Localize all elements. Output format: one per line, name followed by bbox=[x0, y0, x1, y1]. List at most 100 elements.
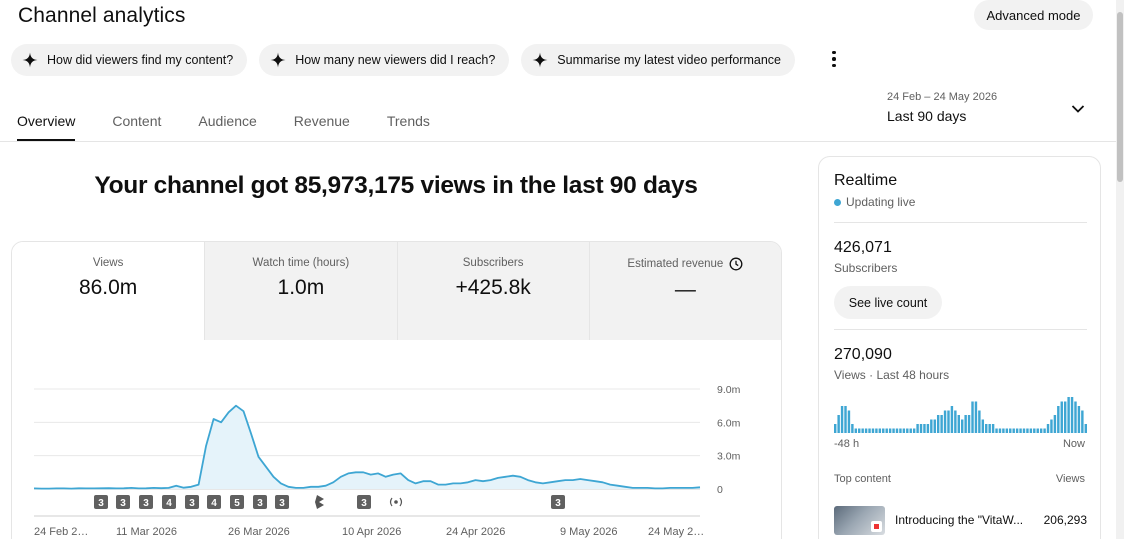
realtime-card: Realtime Updating live 426,071 Subscribe… bbox=[818, 156, 1101, 539]
advanced-mode-button[interactable]: Advanced mode bbox=[974, 0, 1093, 30]
realtime-bar bbox=[1029, 428, 1033, 433]
scrollbar-thumb[interactable] bbox=[1117, 12, 1123, 182]
realtime-bar bbox=[1015, 428, 1019, 433]
top-content-label: Top content bbox=[834, 473, 891, 485]
metric-value: — bbox=[674, 278, 696, 301]
chevron-down-icon[interactable] bbox=[1070, 101, 1086, 122]
tabs-divider bbox=[0, 141, 1116, 142]
chip-summarise-latest[interactable]: Summarise my latest video performance bbox=[521, 44, 795, 76]
date-range-selector[interactable]: 24 Feb – 24 May 2026 Last 90 days bbox=[887, 91, 997, 124]
realtime-bar bbox=[988, 424, 991, 433]
realtime-bar bbox=[1070, 397, 1074, 433]
more-options-icon[interactable] bbox=[825, 48, 843, 70]
realtime-bar bbox=[991, 424, 995, 433]
realtime-bar bbox=[950, 406, 954, 433]
realtime-bar bbox=[858, 428, 861, 433]
realtime-subscribers-value: 426,071 bbox=[834, 239, 892, 256]
realtime-bar bbox=[912, 428, 916, 433]
realtime-bar bbox=[1039, 428, 1043, 433]
date-range-period: Last 90 days bbox=[887, 108, 967, 124]
metric-subscribers[interactable]: Subscribers +425.8k bbox=[396, 242, 589, 340]
realtime-bar bbox=[899, 428, 902, 433]
scrollbar[interactable] bbox=[1116, 0, 1124, 539]
upload-count-label: 3 bbox=[189, 498, 195, 509]
y-tick-label: 6.0m bbox=[717, 417, 741, 429]
tab-overview[interactable]: Overview bbox=[17, 100, 76, 141]
x-tick-label: 24 Feb 2… bbox=[34, 526, 88, 538]
realtime-bar bbox=[1002, 428, 1005, 433]
realtime-bar bbox=[1026, 428, 1029, 433]
realtime-bar bbox=[1074, 401, 1077, 433]
upload-count-label: 3 bbox=[120, 498, 126, 509]
video-title[interactable]: Introducing the "VitaW... bbox=[895, 513, 1024, 527]
upload-count-marker bbox=[162, 495, 176, 509]
realtime-bar bbox=[861, 428, 864, 433]
realtime-bar bbox=[1009, 428, 1012, 433]
upload-count-marker bbox=[185, 495, 199, 509]
realtime-bar bbox=[1060, 401, 1063, 433]
realtime-bar bbox=[875, 428, 878, 433]
upload-count-label: 3 bbox=[257, 498, 263, 509]
x-tick-label: 24 Apr 2026 bbox=[446, 526, 505, 538]
video-views: 206,293 bbox=[1043, 513, 1087, 527]
metric-tabs: Views 86.0m Watch time (hours) 1.0m Subs… bbox=[12, 242, 781, 340]
divider bbox=[834, 329, 1087, 330]
realtime-bar bbox=[895, 428, 899, 433]
tab-audience[interactable]: Audience bbox=[198, 112, 257, 129]
upload-count-label: 3 bbox=[143, 498, 149, 509]
realtime-bar bbox=[940, 415, 943, 433]
realtime-bar bbox=[1005, 428, 1009, 433]
realtime-bar bbox=[947, 410, 950, 433]
upload-count-marker bbox=[207, 495, 221, 509]
realtime-bar bbox=[888, 428, 892, 433]
tab-content[interactable]: Content bbox=[112, 112, 162, 129]
upload-count-marker bbox=[94, 495, 108, 509]
realtime-bar bbox=[1067, 397, 1070, 433]
realtime-bar-chart[interactable] bbox=[834, 397, 1087, 433]
realtime-bar bbox=[933, 419, 936, 433]
realtime-bar bbox=[1036, 428, 1039, 433]
realtime-axis-start: -48 h bbox=[834, 438, 860, 450]
video-thumbnail[interactable] bbox=[834, 505, 885, 535]
realtime-bar bbox=[995, 428, 998, 433]
metric-label: Views bbox=[92, 257, 124, 269]
shorts-icon bbox=[871, 520, 882, 532]
chip-new-viewers[interactable]: How many new viewers did I reach? bbox=[259, 44, 510, 76]
realtime-bar bbox=[1050, 419, 1053, 433]
y-tick-label: 9.0m bbox=[717, 384, 741, 396]
realtime-subscribers-label: Subscribers bbox=[834, 261, 898, 275]
realtime-bar bbox=[834, 424, 837, 433]
upload-count-marker bbox=[139, 495, 153, 509]
y-tick-label: 0 bbox=[717, 484, 723, 496]
metric-watch-time[interactable]: Watch time (hours) 1.0m bbox=[204, 242, 397, 340]
tab-trends[interactable]: Trends bbox=[386, 112, 430, 129]
metric-views[interactable]: Views 86.0m bbox=[12, 242, 205, 340]
realtime-bar bbox=[916, 424, 919, 433]
realtime-bar bbox=[1063, 401, 1067, 433]
realtime-bar bbox=[919, 424, 923, 433]
chip-viewers-find[interactable]: How did viewers find my content? bbox=[11, 44, 248, 76]
metric-label: Estimated revenue bbox=[627, 258, 724, 270]
realtime-bar bbox=[1081, 410, 1084, 433]
realtime-bar bbox=[1046, 424, 1050, 433]
upload-count-label: 3 bbox=[361, 498, 367, 509]
see-live-count-button[interactable]: See live count bbox=[834, 286, 942, 319]
upload-count-marker bbox=[230, 495, 244, 509]
top-content-row[interactable]: Introducing the "VitaW... 206,293 bbox=[834, 505, 1087, 535]
upload-count-marker bbox=[253, 495, 267, 509]
realtime-bar bbox=[871, 428, 875, 433]
live-marker-icon bbox=[394, 500, 398, 504]
upload-count-label: 3 bbox=[98, 498, 104, 509]
realtime-bar bbox=[1022, 428, 1026, 433]
metric-value: 1.0m bbox=[277, 276, 325, 299]
views-area-fill bbox=[34, 405, 700, 489]
tab-revenue[interactable]: Revenue bbox=[293, 112, 350, 129]
metric-estimated-revenue[interactable]: Estimated revenue — bbox=[588, 242, 781, 340]
realtime-bar bbox=[840, 406, 844, 433]
views-chart[interactable]: 0 3.0m 6.0m 9.0m 3 3 3 4 3 4 5 3 3 3 3 24 Feb 2… 11 Mar … bbox=[12, 242, 782, 539]
metric-label: Subscribers bbox=[462, 257, 524, 269]
realtime-bar bbox=[954, 410, 957, 433]
realtime-bar bbox=[1033, 428, 1036, 433]
realtime-bar bbox=[981, 419, 985, 433]
realtime-bar bbox=[998, 428, 1002, 433]
